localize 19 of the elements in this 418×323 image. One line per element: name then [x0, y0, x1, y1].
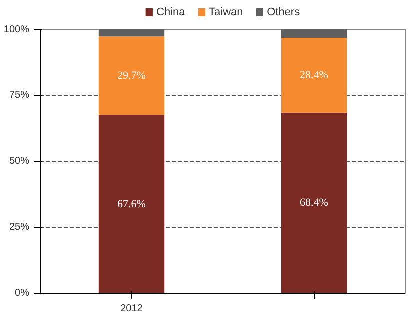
y-tick-label: 75% [9, 90, 30, 101]
y-tick-label: 100% [4, 24, 30, 36]
bar [281, 38, 348, 113]
bar [281, 30, 348, 38]
legend-label: China [156, 6, 186, 18]
data-label: 68.4% [300, 197, 328, 210]
y-tick-label: 25% [9, 222, 30, 233]
y-tick-label: 0% [15, 288, 30, 299]
y-tick-label: 50% [9, 156, 30, 167]
x-tick-label: 2012 [120, 304, 144, 314]
legend-label: Others [267, 6, 301, 18]
bar [98, 30, 165, 37]
bar [281, 112, 348, 294]
bar [98, 115, 165, 294]
legend-label: Taiwan [209, 6, 244, 18]
bar [98, 36, 165, 116]
data-label: 67.6% [118, 198, 146, 210]
data-label: 28.4% [300, 69, 328, 82]
data-label: 29.7% [118, 70, 146, 82]
